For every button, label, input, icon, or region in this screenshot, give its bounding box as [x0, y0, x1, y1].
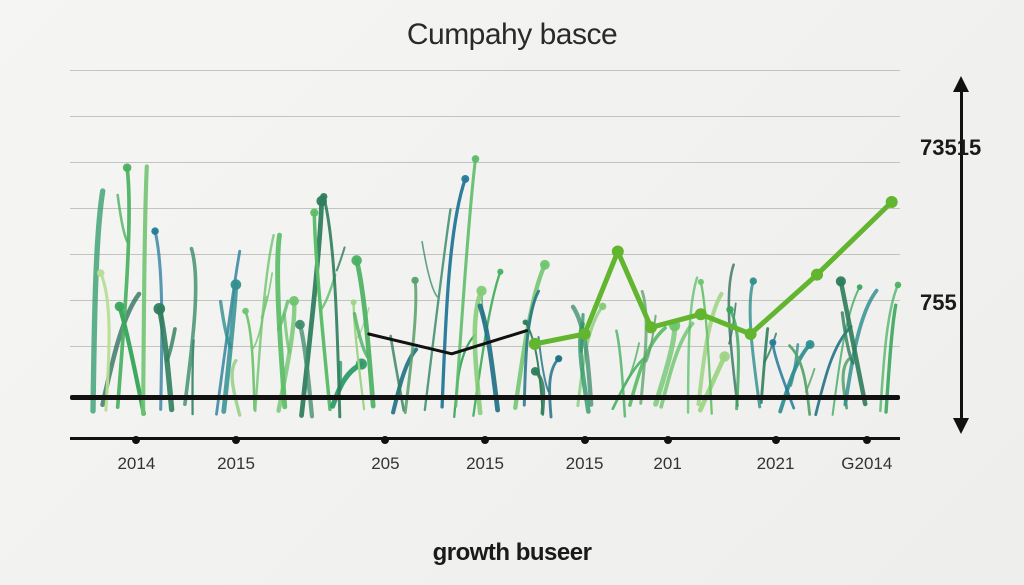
xtick-label: 201 — [653, 454, 681, 474]
xtick-label: 2015 — [566, 454, 604, 474]
ytick-label: 755 — [920, 290, 957, 316]
xtick-dot — [481, 436, 489, 444]
xtick-label: 2015 — [217, 454, 255, 474]
xtick-dot — [664, 436, 672, 444]
chart-title: Cumpahy basce — [0, 18, 1024, 52]
xtick-label: G2014 — [841, 454, 892, 474]
xtick-dot — [581, 436, 589, 444]
x-axis-label: growth buseer — [0, 539, 1024, 567]
xtick-dot — [863, 436, 871, 444]
xtick-dot — [772, 436, 780, 444]
baseline — [70, 395, 900, 400]
xtick-label: 2015 — [466, 454, 504, 474]
ytick-label: 73515 — [920, 135, 981, 161]
xtick-dot — [132, 436, 140, 444]
plot-area: 20142015205201520152012021G2014 — [70, 70, 900, 460]
xtick-label: 205 — [371, 454, 399, 474]
chart-container: Cumpahy basce 20142015205201520152012021… — [0, 0, 1024, 585]
xtick-dot — [232, 436, 240, 444]
xtick-label: 2014 — [117, 454, 155, 474]
xtick-dot — [381, 436, 389, 444]
chart-svg — [70, 70, 900, 460]
xtick-label: 2021 — [757, 454, 795, 474]
